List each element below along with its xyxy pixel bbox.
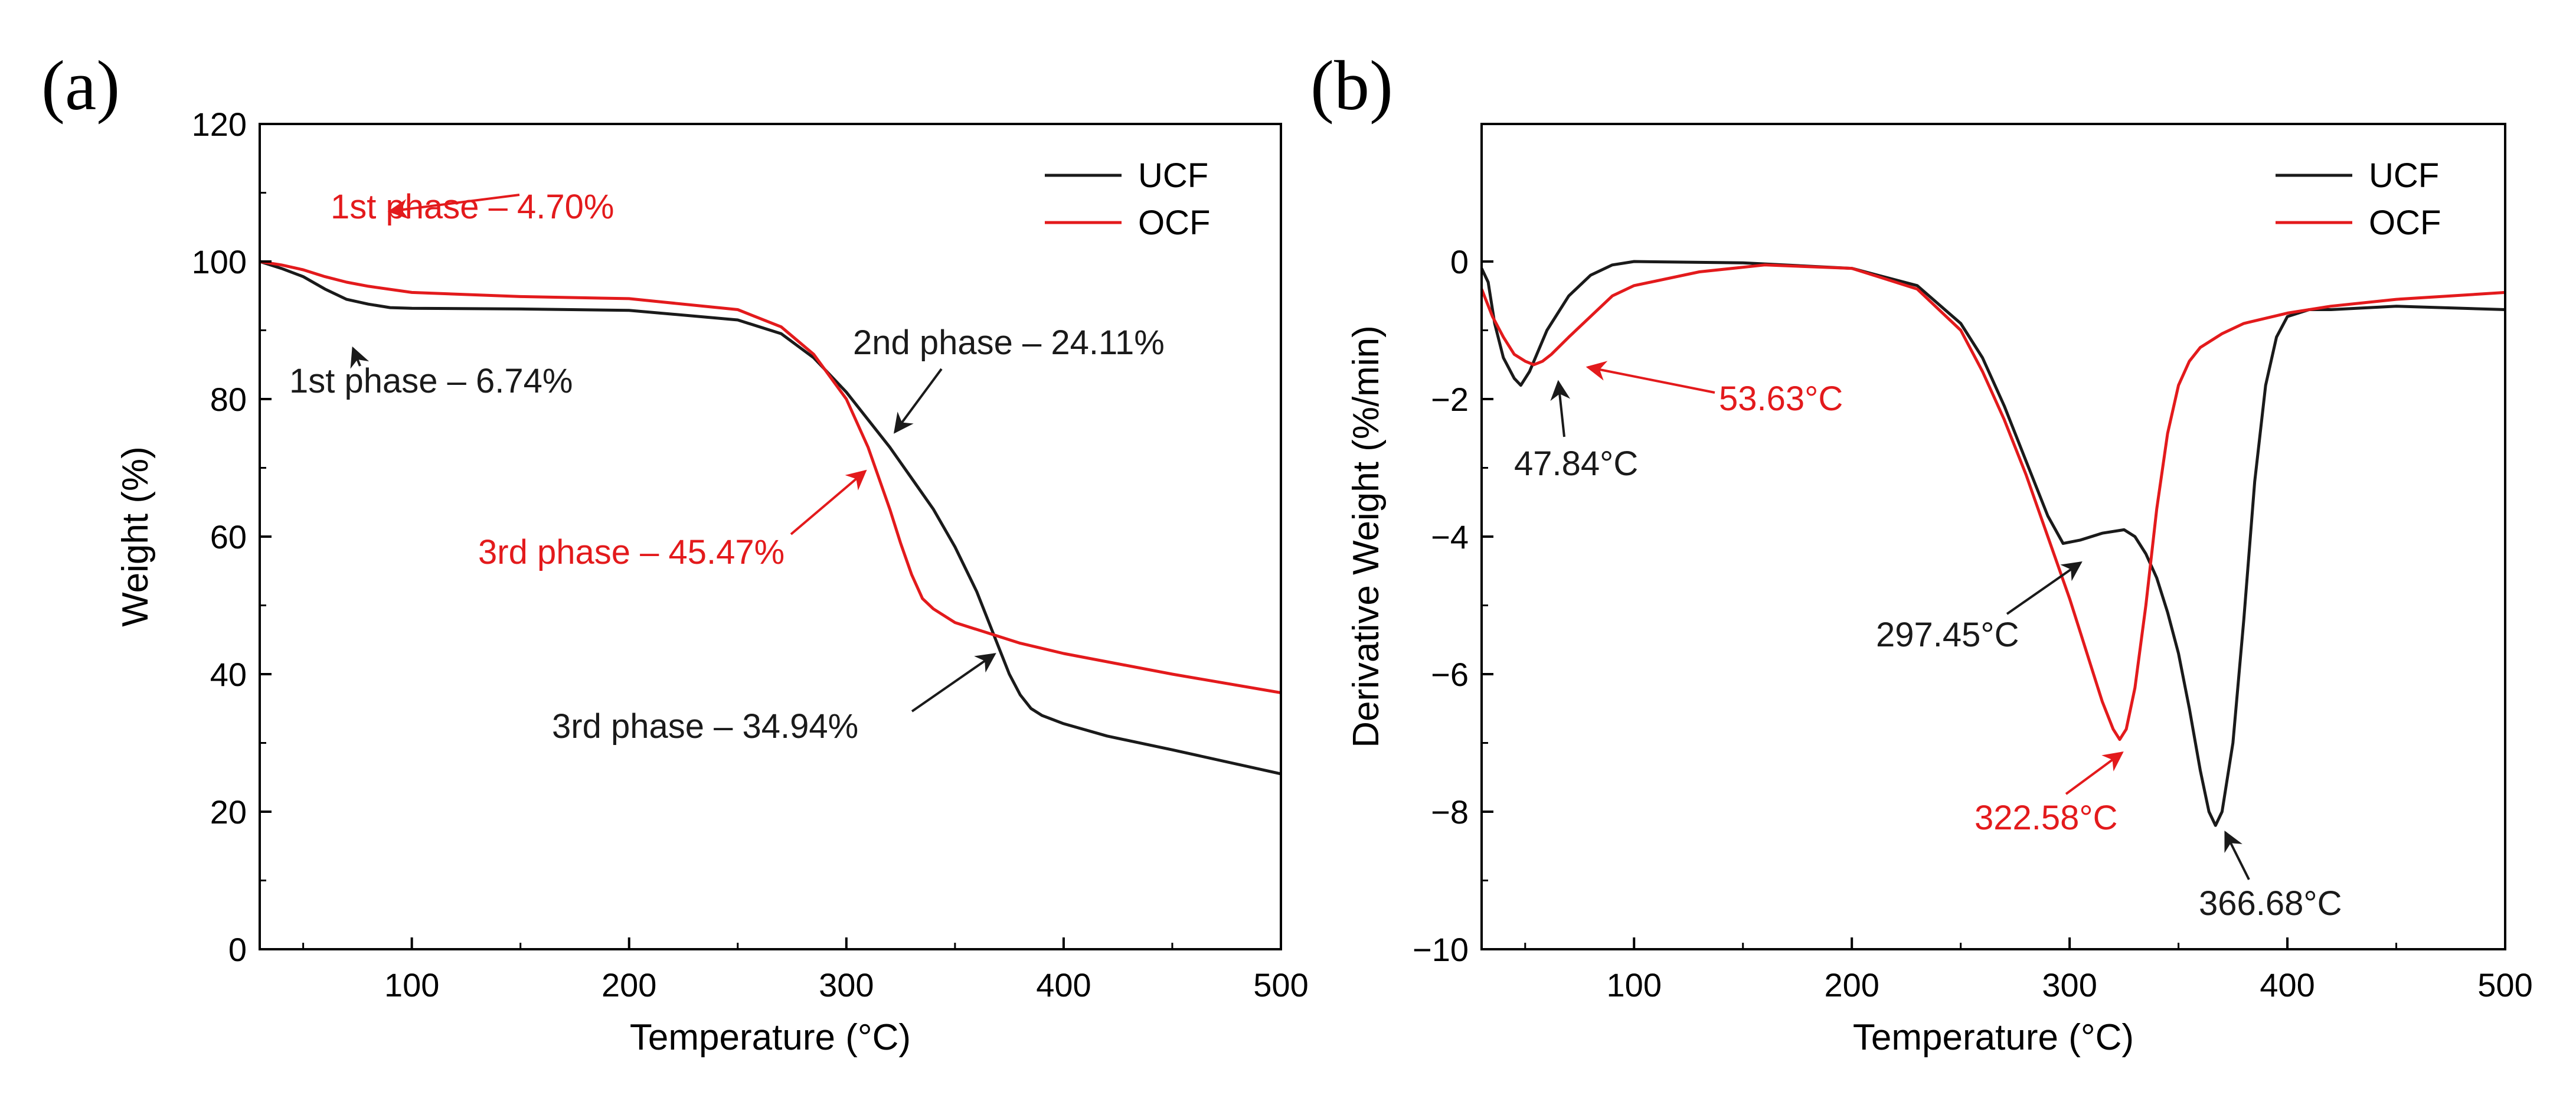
y-tick-label: −10 — [1413, 931, 1469, 968]
panel-b-letter: (b) — [1310, 46, 1393, 125]
y-tick-label: 100 — [192, 243, 247, 280]
x-tick-label: 300 — [819, 966, 874, 1004]
annotation-label: 297.45°C — [1876, 616, 2019, 654]
annotation-arrow — [911, 653, 996, 713]
x-tick-label: 100 — [1607, 966, 1662, 1004]
y-tick-label: −6 — [1431, 656, 1469, 693]
annotation-arrow — [893, 368, 943, 434]
y-tick-label: −8 — [1431, 793, 1469, 831]
legend-label-ucf: UCF — [2369, 156, 2439, 195]
annotation-label: 3rd phase – 34.94% — [552, 707, 858, 746]
y-tick-label: 0 — [1450, 243, 1469, 280]
annotation-arrow — [387, 194, 520, 220]
legend-label-ocf: OCF — [2369, 204, 2441, 242]
annotation-arrow — [1586, 361, 1715, 394]
series-line-ocf — [259, 260, 1282, 694]
x-axis-title: Temperature (°C) — [1853, 1017, 2134, 1058]
annotation-label: 47.84°C — [1514, 445, 1638, 483]
series-line-ocf — [1480, 263, 2506, 741]
y-tick-label: −4 — [1431, 518, 1469, 555]
panel-a-chart: 100 200 300 400 500 0 20 40 60 80 100 120 Temperatur… — [115, 106, 1309, 1058]
x-tick-label: 500 — [1253, 966, 1308, 1004]
series-line-ucf — [1480, 260, 2506, 827]
x-tick-label: 100 — [384, 966, 439, 1004]
annotation-label: 1st phase – 6.74% — [289, 362, 573, 400]
x-tick-label: 400 — [2260, 966, 2315, 1004]
annotation-label: 1st phase – 4.70% — [331, 188, 614, 226]
annotation-arrow — [350, 346, 370, 369]
x-tick-label: 400 — [1036, 966, 1091, 1004]
panel-a-letter: (a) — [41, 46, 120, 125]
series-line-ucf — [259, 260, 1282, 776]
x-tick-label: 200 — [601, 966, 656, 1004]
annotation-label: 322.58°C — [1975, 799, 2117, 837]
annotation-arrow — [2224, 830, 2250, 880]
annotation-arrow — [2065, 751, 2124, 795]
legend-label-ocf: OCF — [1138, 204, 1210, 242]
annotation-label: 3rd phase – 45.47% — [478, 533, 784, 571]
x-tick-label: 200 — [1824, 966, 1879, 1004]
annotation-arrow — [1550, 380, 1571, 437]
annotation-arrow — [2006, 561, 2083, 615]
y-tick-label: 40 — [210, 656, 247, 693]
x-tick-label: 500 — [2477, 966, 2532, 1004]
x-tick-label: 300 — [2042, 966, 2097, 1004]
y-tick-label: 120 — [192, 106, 247, 143]
y-tick-label: 20 — [210, 793, 247, 831]
y-axis-title: Weight (%) — [115, 446, 156, 627]
annotation-arrow — [790, 469, 867, 535]
x-axis-title: Temperature (°C) — [630, 1017, 911, 1058]
y-tick-label: −2 — [1431, 381, 1469, 418]
annotation-label: 366.68°C — [2199, 884, 2342, 923]
panel-b-chart: 100 200 300 400 500 −10 −8 −6 −4 −2 0 Temperature (… — [1346, 123, 2533, 1058]
y-axis-title: Derivative Weight (%/min) — [1346, 325, 1387, 747]
annotation-label: 53.63°C — [1719, 380, 1843, 418]
y-tick-label: 0 — [228, 931, 247, 968]
legend-label-ucf: UCF — [1138, 156, 1208, 195]
y-tick-label: 60 — [210, 518, 247, 555]
y-tick-label: 80 — [210, 381, 247, 418]
annotation-label: 2nd phase – 24.11% — [853, 323, 1165, 362]
